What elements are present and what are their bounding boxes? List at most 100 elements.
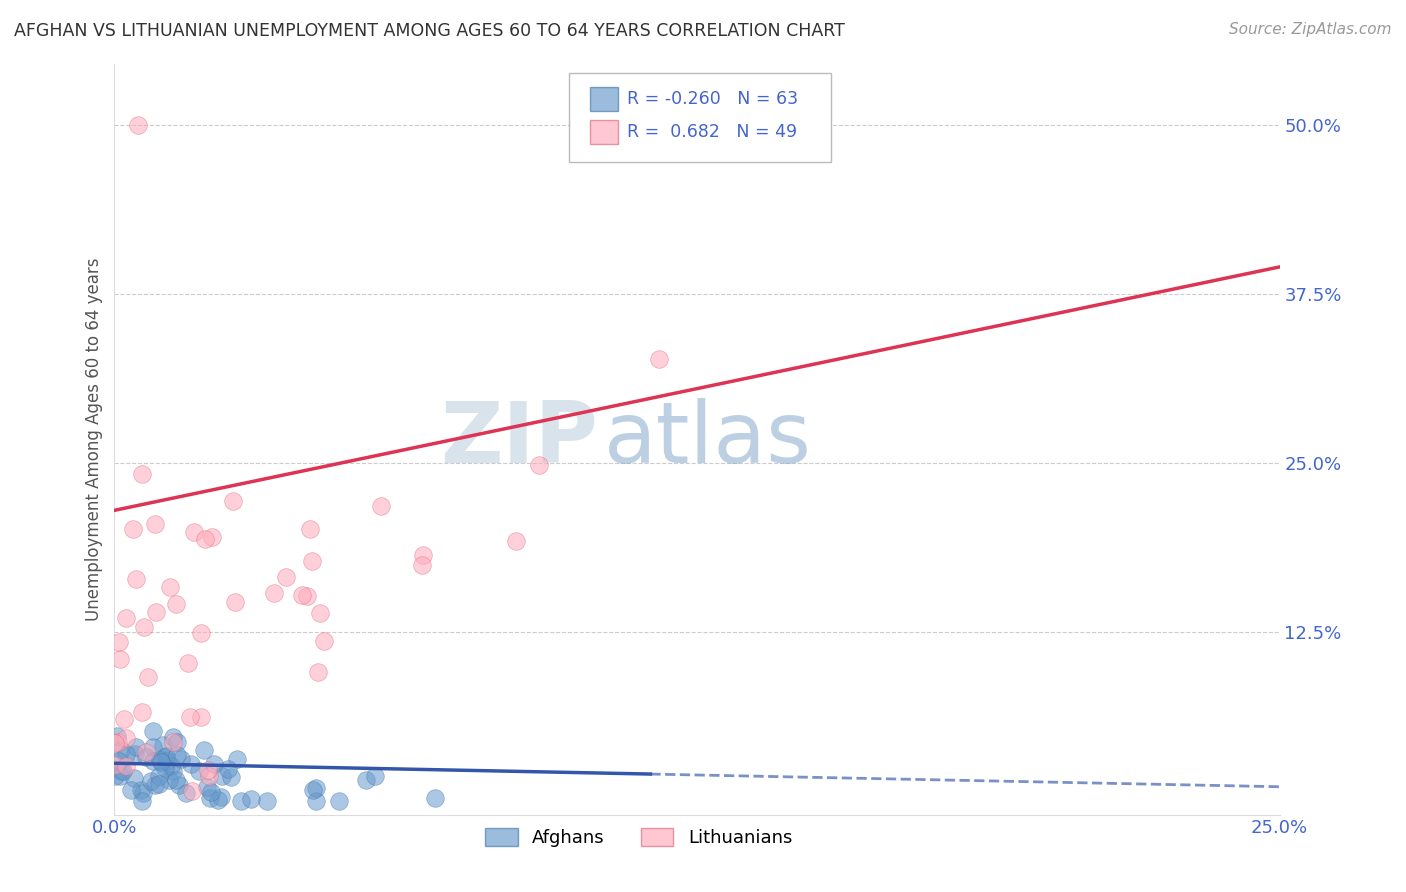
Point — [200, 785, 222, 799]
Point — [162, 730, 184, 744]
Point — [307, 665, 329, 679]
Point — [179, 710, 201, 724]
Point — [111, 764, 134, 779]
Point — [162, 764, 184, 778]
Legend: Afghans, Lithuanians: Afghans, Lithuanians — [478, 821, 800, 855]
Point — [263, 586, 285, 600]
Point — [125, 572, 148, 586]
Point — [108, 755, 131, 769]
Point — [131, 467, 153, 481]
Point — [412, 549, 434, 563]
Point — [202, 756, 225, 771]
Point — [207, 793, 229, 807]
Point — [364, 769, 387, 783]
Point — [328, 794, 350, 808]
Text: ZIP: ZIP — [440, 398, 598, 481]
Point — [301, 554, 323, 568]
Point — [187, 764, 209, 779]
Point — [105, 729, 128, 743]
Point — [110, 743, 132, 757]
Point — [125, 739, 148, 754]
Point — [112, 712, 135, 726]
Point — [132, 620, 155, 634]
Point — [127, 118, 149, 132]
Point — [181, 784, 204, 798]
Text: Source: ZipAtlas.com: Source: ZipAtlas.com — [1229, 22, 1392, 37]
Point — [145, 605, 167, 619]
Point — [120, 783, 142, 797]
Point — [174, 786, 197, 800]
Point — [138, 670, 160, 684]
Point — [200, 530, 222, 544]
Point — [150, 755, 173, 769]
Point — [121, 522, 143, 536]
Point — [298, 522, 321, 536]
Bar — [589, 87, 617, 112]
Point — [156, 754, 179, 768]
Point — [103, 769, 125, 783]
Point — [143, 778, 166, 792]
Point — [162, 735, 184, 749]
Point — [159, 580, 181, 594]
Point — [190, 626, 212, 640]
Point — [108, 635, 131, 649]
Point — [139, 774, 162, 789]
Point — [166, 735, 188, 749]
Point — [211, 769, 233, 783]
Point — [505, 533, 527, 548]
Point — [142, 754, 165, 768]
Point — [135, 749, 157, 764]
Point — [314, 633, 336, 648]
Point — [160, 759, 183, 773]
Point — [155, 748, 177, 763]
Point — [132, 787, 155, 801]
Point — [194, 533, 217, 547]
Point — [176, 657, 198, 671]
Point — [304, 781, 326, 796]
Text: R =  0.682   N = 49: R = 0.682 N = 49 — [627, 122, 797, 141]
Point — [197, 763, 219, 777]
Point — [131, 794, 153, 808]
Point — [122, 771, 145, 785]
Point — [104, 736, 127, 750]
Point — [107, 735, 129, 749]
Point — [370, 499, 392, 513]
Point — [131, 706, 153, 720]
Point — [209, 789, 232, 804]
Point — [291, 588, 314, 602]
Point — [354, 772, 377, 787]
Point — [226, 752, 249, 766]
Point — [217, 762, 239, 776]
Point — [256, 794, 278, 808]
Point — [197, 769, 219, 783]
Point — [142, 739, 165, 754]
Y-axis label: Unemployment Among Ages 60 to 64 years: Unemployment Among Ages 60 to 64 years — [86, 258, 103, 621]
Point — [193, 742, 215, 756]
Point — [152, 738, 174, 752]
Point — [135, 745, 157, 759]
Point — [183, 524, 205, 539]
Point — [647, 352, 669, 367]
Point — [222, 493, 245, 508]
Point — [302, 782, 325, 797]
Point — [180, 757, 202, 772]
Point — [143, 516, 166, 531]
Point — [110, 764, 132, 778]
Point — [148, 769, 170, 783]
Point — [129, 782, 152, 797]
Point — [115, 747, 138, 761]
Text: atlas: atlas — [603, 398, 811, 481]
Point — [411, 558, 433, 572]
Point — [240, 791, 263, 805]
Point — [231, 794, 253, 808]
Point — [308, 606, 330, 620]
Point — [195, 780, 218, 794]
Point — [124, 747, 146, 761]
Point — [423, 791, 446, 805]
Point — [190, 709, 212, 723]
Point — [104, 757, 127, 772]
Point — [115, 758, 138, 772]
Bar — [589, 120, 617, 145]
Point — [153, 750, 176, 764]
Point — [529, 458, 551, 472]
